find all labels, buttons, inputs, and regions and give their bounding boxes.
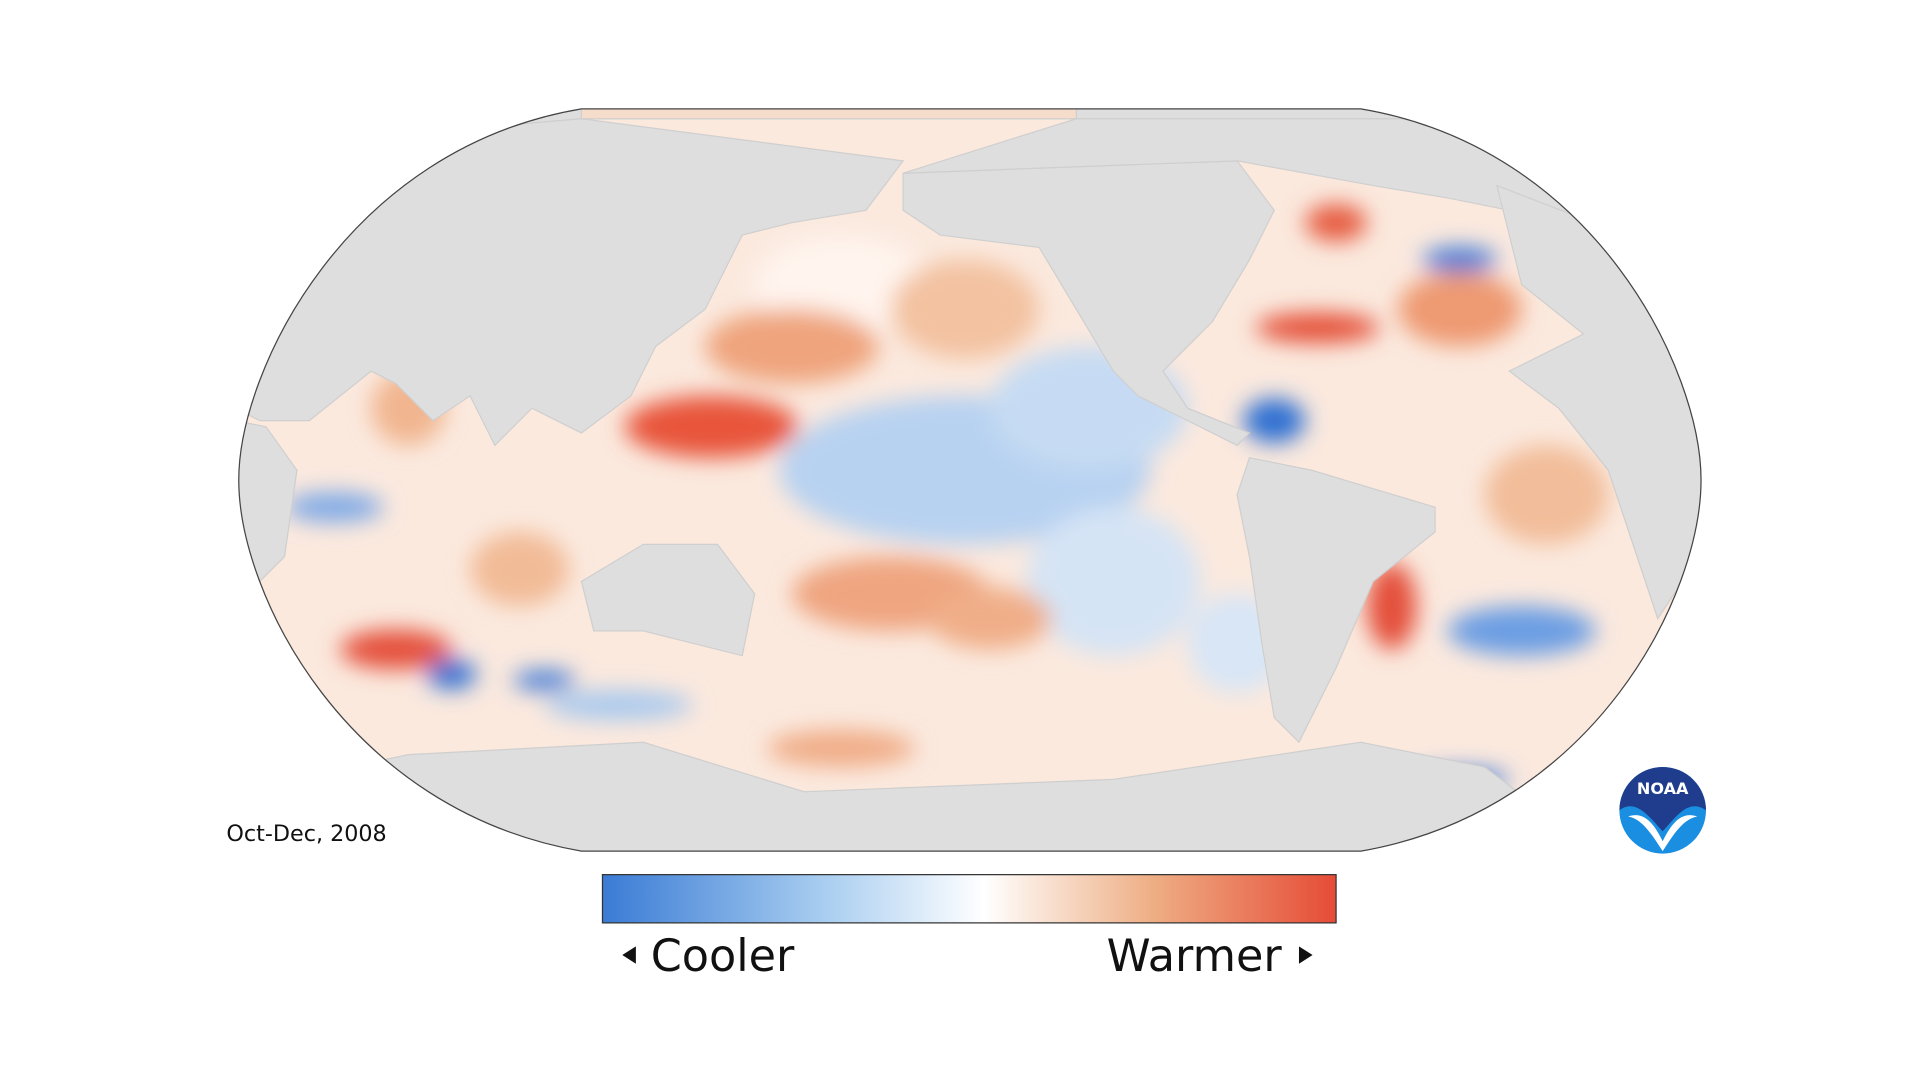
map [238,108,1702,852]
map-border [238,108,1702,852]
noaa-logo: NOAA [1619,767,1706,854]
legend-high-label: Warmer [1107,930,1283,982]
logo-text: NOAA [1637,779,1689,798]
color-bar [601,874,1337,924]
land [238,108,1702,852]
date-label: Oct-Dec, 2008 [226,821,386,847]
legend-low-label: Cooler [651,930,795,982]
arrow-left [622,946,636,964]
arrow-right [1298,946,1313,964]
